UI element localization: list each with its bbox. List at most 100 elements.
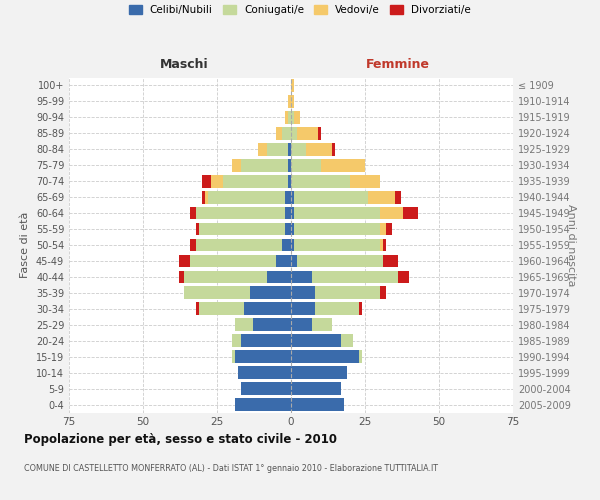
Bar	[235, 350, 291, 363]
Bar	[235, 318, 253, 331]
Bar	[320, 159, 365, 172]
Bar	[383, 238, 386, 252]
Bar	[282, 238, 291, 252]
Bar	[291, 318, 312, 331]
Bar	[297, 127, 317, 140]
Bar	[208, 191, 285, 203]
Bar	[179, 270, 184, 283]
Text: COMUNE DI CASTELLETTO MONFERRATO (AL) - Dati ISTAT 1° gennaio 2010 - Elaborazion: COMUNE DI CASTELLETTO MONFERRATO (AL) - …	[24, 464, 438, 473]
Bar	[291, 334, 341, 347]
Bar	[244, 302, 291, 315]
Bar	[306, 143, 332, 156]
Bar	[241, 334, 291, 347]
Bar	[268, 270, 291, 283]
Bar	[205, 191, 208, 203]
Bar	[398, 270, 409, 283]
Bar	[190, 206, 196, 220]
Bar	[223, 175, 288, 188]
Bar	[291, 95, 294, 108]
Bar	[232, 350, 235, 363]
Text: Popolazione per età, sesso e stato civile - 2010: Popolazione per età, sesso e stato civil…	[24, 432, 337, 446]
Bar	[359, 350, 362, 363]
Bar	[380, 222, 386, 235]
Bar	[403, 206, 418, 220]
Bar	[285, 206, 291, 220]
Bar	[199, 302, 244, 315]
Bar	[297, 254, 383, 268]
Bar	[368, 191, 395, 203]
Bar	[288, 175, 291, 188]
Bar	[350, 175, 380, 188]
Bar	[380, 206, 403, 220]
Bar	[386, 222, 392, 235]
Bar	[312, 318, 332, 331]
Bar	[291, 270, 312, 283]
Bar	[395, 191, 401, 203]
Bar	[288, 111, 291, 124]
Bar	[253, 318, 291, 331]
Bar	[184, 286, 250, 299]
Bar	[288, 159, 291, 172]
Bar	[241, 382, 291, 395]
Bar	[291, 302, 314, 315]
Bar	[190, 254, 276, 268]
Legend: Celibi/Nubili, Coniugati/e, Vedovi/e, Divorziati/e: Celibi/Nubili, Coniugati/e, Vedovi/e, Di…	[129, 5, 471, 15]
Bar	[312, 270, 398, 283]
Text: Maschi: Maschi	[160, 58, 209, 71]
Bar	[291, 238, 294, 252]
Bar	[196, 238, 282, 252]
Bar	[291, 111, 294, 124]
Bar	[211, 175, 223, 188]
Bar	[317, 127, 320, 140]
Bar	[291, 127, 297, 140]
Bar	[285, 191, 291, 203]
Bar	[332, 143, 335, 156]
Bar	[288, 95, 291, 108]
Bar	[196, 222, 199, 235]
Bar	[291, 159, 320, 172]
Bar	[202, 175, 211, 188]
Bar	[285, 222, 291, 235]
Bar	[291, 398, 344, 411]
Y-axis label: Anni di nascita: Anni di nascita	[566, 204, 576, 286]
Bar	[235, 398, 291, 411]
Bar	[380, 238, 383, 252]
Bar	[196, 302, 199, 315]
Bar	[294, 206, 380, 220]
Bar	[190, 238, 196, 252]
Bar	[291, 254, 297, 268]
Bar	[268, 143, 288, 156]
Bar	[291, 175, 350, 188]
Bar	[294, 238, 380, 252]
Bar	[282, 127, 291, 140]
Bar	[250, 286, 291, 299]
Bar	[314, 286, 380, 299]
Bar	[291, 222, 294, 235]
Bar	[232, 334, 241, 347]
Y-axis label: Fasce di età: Fasce di età	[20, 212, 30, 278]
Bar	[314, 302, 359, 315]
Bar	[259, 143, 268, 156]
Bar	[276, 127, 282, 140]
Bar	[291, 382, 341, 395]
Bar	[285, 111, 288, 124]
Bar	[179, 254, 190, 268]
Bar	[294, 191, 368, 203]
Bar	[359, 302, 362, 315]
Bar	[291, 350, 359, 363]
Bar	[288, 143, 291, 156]
Bar	[199, 222, 285, 235]
Bar	[291, 286, 314, 299]
Bar	[202, 191, 205, 203]
Bar	[291, 143, 306, 156]
Bar	[241, 159, 288, 172]
Text: Femmine: Femmine	[365, 58, 430, 71]
Bar	[380, 286, 386, 299]
Bar	[276, 254, 291, 268]
Bar	[291, 191, 294, 203]
Bar	[291, 79, 294, 92]
Bar	[184, 270, 268, 283]
Bar	[341, 334, 353, 347]
Bar	[291, 206, 294, 220]
Bar	[232, 159, 241, 172]
